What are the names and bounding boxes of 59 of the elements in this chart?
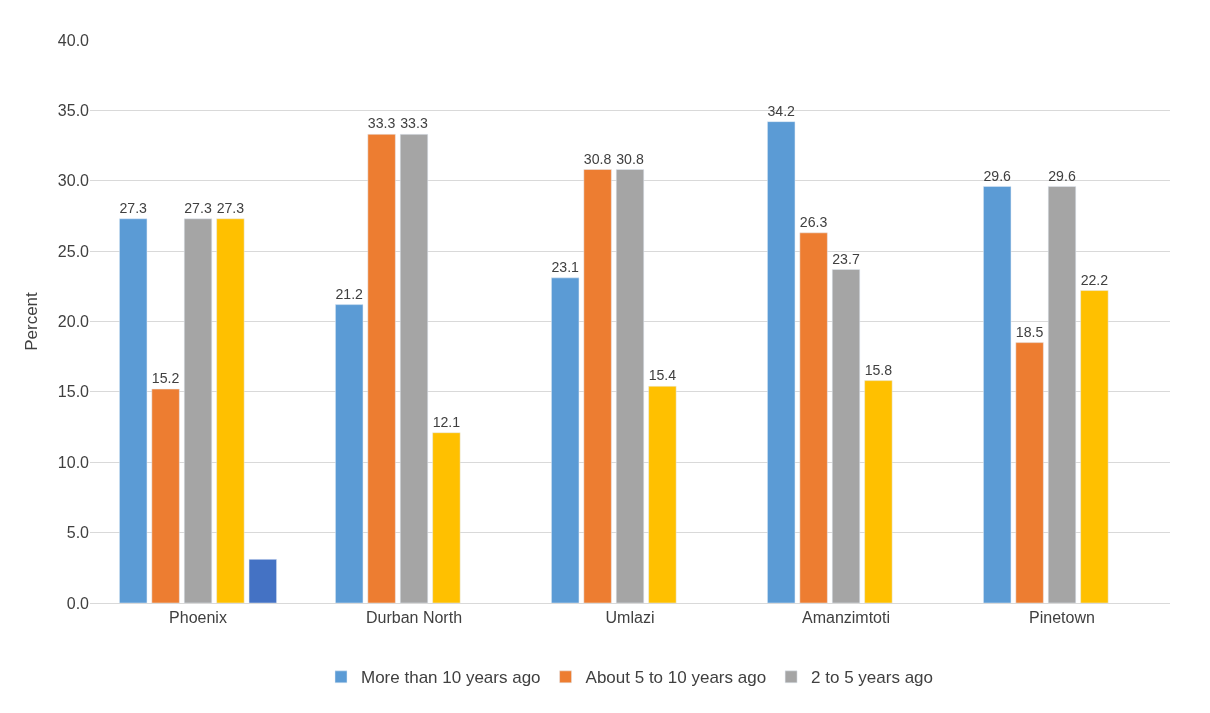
bar	[432, 432, 461, 603]
bar	[183, 218, 213, 603]
bar	[983, 186, 1012, 603]
bar	[151, 388, 180, 603]
data-label: 12.1	[432, 413, 461, 430]
x-tick-label: Pinetown	[1029, 609, 1095, 627]
data-label: 27.3	[184, 199, 212, 216]
y-tick-label: 10.0	[57, 453, 90, 471]
y-axis-title: Percent	[22, 291, 42, 351]
y-tick-label: 15.0	[57, 383, 90, 401]
y-tick-label: 30.0	[57, 172, 90, 190]
y-tick-label: 40.0	[57, 31, 90, 49]
bar	[583, 169, 612, 603]
bar	[615, 169, 645, 603]
bar	[399, 134, 429, 603]
data-label: 29.6	[983, 167, 1012, 184]
data-label: 23.1	[551, 259, 580, 276]
bar	[248, 559, 277, 603]
bar	[864, 380, 893, 603]
data-label: 27.3	[216, 199, 245, 216]
data-label: 29.6	[1048, 167, 1076, 184]
bar	[119, 218, 148, 603]
data-label: 22.2	[1080, 271, 1109, 288]
bar	[1015, 342, 1044, 603]
data-label: 27.3	[119, 199, 148, 216]
bar	[367, 134, 396, 603]
bar	[335, 304, 364, 603]
data-label: 23.7	[832, 250, 860, 267]
y-tick-label: 25.0	[57, 242, 90, 260]
bar	[551, 277, 580, 603]
data-label: 33.3	[367, 115, 396, 132]
data-label: 15.4	[648, 367, 677, 384]
bar	[767, 121, 796, 603]
bar	[799, 232, 828, 603]
y-tick-label: 35.0	[57, 101, 90, 119]
x-tick-label: Umlazi	[605, 609, 655, 627]
y-tick-label: 0.0	[66, 594, 90, 612]
legend-label: More than 10 years ago	[361, 668, 541, 688]
data-label: 18.5	[1015, 323, 1044, 340]
bar	[216, 218, 245, 603]
bar	[831, 269, 861, 603]
x-tick-label: Phoenix	[169, 609, 227, 627]
data-label: 15.8	[864, 361, 893, 378]
legend-label: 2 to 5 years ago	[811, 668, 934, 688]
data-label: 30.8	[583, 150, 612, 167]
legend-label: About 5 to 10 years ago	[585, 668, 767, 688]
x-tick-label: Durban North	[365, 609, 463, 627]
data-label: 15.2	[151, 370, 180, 387]
y-tick-label: 20.0	[57, 313, 90, 331]
data-label: 33.3	[400, 115, 428, 132]
data-label: 30.8	[616, 150, 644, 167]
data-label: 26.3	[799, 214, 828, 230]
bar	[1080, 290, 1109, 603]
data-label: 34.2	[767, 102, 796, 119]
data-label: 21.2	[335, 285, 364, 302]
x-tick-label: Amanzimtoti	[801, 609, 891, 627]
bar	[648, 386, 677, 603]
bar	[1047, 186, 1077, 603]
y-tick-label: 5.0	[66, 524, 90, 542]
